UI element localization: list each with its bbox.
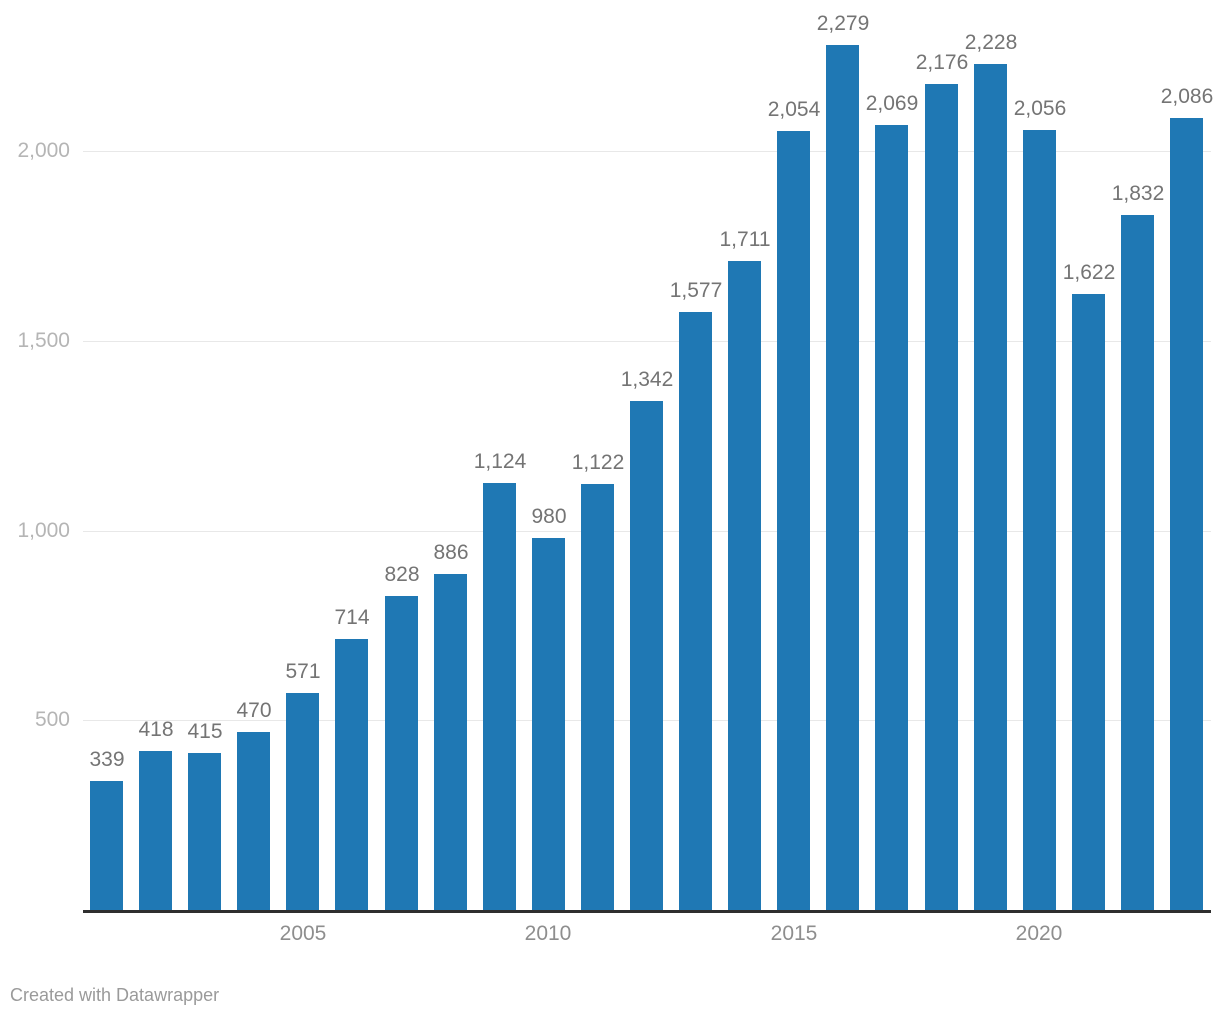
bar-2010: [532, 538, 565, 910]
bar-2018: [925, 84, 958, 910]
bar-2015: [777, 131, 810, 910]
bar-value-label: 339: [89, 748, 125, 771]
y-gridline: [83, 151, 1211, 152]
x-axis-tick-label: 2010: [524, 922, 572, 945]
x-axis-tick-label: 2020: [1015, 922, 1063, 945]
bar-value-label: 1,342: [620, 368, 674, 391]
bar-value-label: 2,056: [1013, 97, 1067, 120]
bar-value-label: 418: [138, 718, 174, 741]
bar-2008: [434, 574, 467, 910]
bar-value-label: 571: [285, 660, 321, 683]
bar-value-label: 828: [384, 563, 420, 586]
bar-value-label: 470: [236, 699, 272, 722]
bar-value-label: 1,711: [719, 228, 771, 251]
bar-value-label: 1,622: [1062, 261, 1116, 284]
bar-2003: [188, 753, 221, 910]
bar-value-label: 2,228: [964, 31, 1018, 54]
bar-2023: [1170, 118, 1203, 910]
bar-2002: [139, 751, 172, 910]
x-axis-line: [83, 910, 1211, 913]
bar-value-label: 886: [433, 541, 469, 564]
bar-2020: [1023, 130, 1056, 910]
bar-2007: [385, 596, 418, 910]
bar-value-label: 714: [334, 606, 370, 629]
bar-value-label: 1,832: [1111, 182, 1165, 205]
bar-2013: [679, 312, 712, 910]
bar-value-label: 1,124: [473, 450, 527, 473]
y-axis-tick-label: 1,500: [17, 329, 70, 352]
bar-2006: [335, 639, 368, 910]
bar-2009: [483, 483, 516, 910]
bar-value-label: 2,176: [915, 51, 969, 74]
bar-2021: [1072, 294, 1105, 910]
bar-2022: [1121, 215, 1154, 910]
bar-value-label: 1,122: [571, 451, 625, 474]
bar-value-label: 2,086: [1160, 85, 1214, 108]
bar-value-label: 980: [531, 505, 567, 528]
bar-2016: [826, 45, 859, 910]
bar-2014: [728, 261, 761, 910]
x-axis-tick-label: 2005: [279, 922, 327, 945]
bar-2001: [90, 781, 123, 910]
bar-value-label: 2,054: [767, 98, 821, 121]
bar-2004: [237, 732, 270, 910]
bar-2011: [581, 484, 614, 910]
y-axis-tick-label: 1,000: [17, 519, 70, 542]
bar-2017: [875, 125, 908, 910]
bar-value-label: 415: [187, 720, 223, 743]
bar-2019: [974, 64, 1007, 910]
y-axis-tick-label: 500: [34, 708, 70, 731]
y-gridline: [83, 341, 1211, 342]
bar-value-label: 1,577: [669, 279, 723, 302]
bar-value-label: 2,279: [816, 12, 870, 35]
datawrapper-credit: Created with Datawrapper: [10, 985, 220, 1005]
bar-2005: [286, 693, 319, 910]
bar-value-label: 2,069: [865, 92, 919, 115]
y-axis-tick-label: 2,000: [17, 139, 70, 162]
bar-2012: [630, 401, 663, 910]
x-axis-tick-label: 2015: [770, 922, 818, 945]
